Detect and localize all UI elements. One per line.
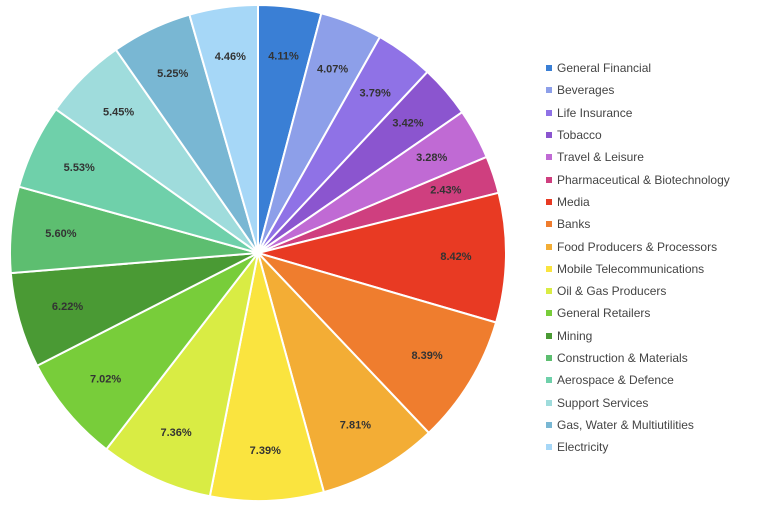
legend-swatch bbox=[546, 109, 552, 116]
legend-item[interactable]: Aerospace & Defence bbox=[546, 369, 730, 391]
legend-label: Gas, Water & Multiutilities bbox=[557, 417, 694, 432]
legend-item[interactable]: Construction & Materials bbox=[546, 347, 730, 369]
pie-slice[interactable] bbox=[254, 251, 498, 435]
legend-swatch bbox=[546, 154, 552, 161]
legend-label: Aerospace & Defence bbox=[557, 373, 674, 388]
slice-data-label: 4.11% bbox=[268, 51, 299, 63]
pie-slice[interactable] bbox=[257, 252, 431, 494]
legend-label: Pharmaceutical & Biotechnology bbox=[557, 172, 730, 187]
legend-item[interactable]: Support Services bbox=[546, 391, 730, 413]
slice-data-label: 7.36% bbox=[160, 427, 191, 439]
slice-data-label: 3.79% bbox=[360, 87, 391, 99]
legend-item[interactable]: Oil & Gas Producers bbox=[546, 280, 730, 302]
slice-data-label: 3.28% bbox=[416, 152, 447, 164]
legend-label: General Retailers bbox=[557, 306, 651, 321]
slice-data-label: 7.39% bbox=[250, 445, 281, 457]
slice-data-label: 8.42% bbox=[440, 251, 471, 263]
pie-data-labels: 4.11% 4.07% 3.79% 3.42% 3.28% 2.43% 8.42% 8.39%… bbox=[45, 51, 471, 457]
legend-item[interactable]: Banks bbox=[546, 213, 730, 235]
slice-data-label: 5.60% bbox=[45, 228, 76, 240]
legend-swatch bbox=[546, 421, 552, 428]
slice-data-label: 3.42% bbox=[392, 118, 423, 130]
legend-label: Mining bbox=[557, 328, 593, 343]
legend-label: Support Services bbox=[557, 395, 649, 410]
legend-label: Life Insurance bbox=[557, 105, 633, 120]
pie-slice[interactable] bbox=[188, 3, 259, 254]
legend-swatch bbox=[546, 355, 552, 361]
pie-slice[interactable] bbox=[104, 252, 259, 498]
slice-data-label: 8.39% bbox=[411, 350, 442, 362]
legend-swatch bbox=[546, 399, 552, 406]
legend-label: Banks bbox=[557, 217, 591, 232]
legend-item[interactable]: Media bbox=[546, 191, 730, 213]
legend-item[interactable]: General Financial bbox=[546, 57, 730, 79]
legend-swatch bbox=[546, 87, 552, 94]
legend-label: Beverages bbox=[557, 83, 615, 98]
legend-label: Travel & Leisure bbox=[557, 150, 644, 165]
legend-swatch bbox=[546, 332, 552, 339]
legend-swatch bbox=[546, 310, 552, 317]
legend-item[interactable]: Life Insurance bbox=[546, 102, 730, 124]
legend-label: Mobile Telecommunications bbox=[557, 261, 705, 276]
slice-data-label: 2.43% bbox=[430, 184, 461, 196]
slice-data-label: 5.53% bbox=[64, 162, 95, 174]
pie-slices bbox=[9, 3, 507, 502]
slice-data-label: 4.46% bbox=[215, 51, 246, 63]
pie-chart: 4.11% 4.07% 3.79% 3.42% 3.28% 2.43% 8.42% 8.39%… bbox=[9, 3, 507, 502]
legend-item[interactable]: Gas, Water & Multiutilities bbox=[546, 414, 730, 436]
legend-swatch bbox=[546, 288, 552, 295]
legend-swatch bbox=[546, 198, 552, 205]
legend-item[interactable]: Beverages bbox=[546, 79, 730, 101]
legend-item[interactable]: Electricity bbox=[546, 436, 730, 458]
slice-data-label: 7.81% bbox=[340, 419, 371, 431]
legend-swatch bbox=[546, 243, 552, 250]
legend-item[interactable]: General Retailers bbox=[546, 302, 730, 324]
pie-slice[interactable] bbox=[254, 191, 507, 324]
legend-item[interactable]: Tobacco bbox=[546, 124, 730, 146]
slice-data-label: 4.07% bbox=[317, 63, 348, 75]
pie-slice[interactable] bbox=[208, 252, 326, 502]
legend-label: Oil & Gas Producers bbox=[557, 284, 667, 299]
legend-label: Tobacco bbox=[557, 128, 602, 143]
legend-item[interactable]: Mining bbox=[546, 325, 730, 347]
legend-swatch bbox=[546, 65, 552, 72]
legend-swatch bbox=[546, 221, 552, 228]
legend-item[interactable]: Mobile Telecommunications bbox=[546, 258, 730, 280]
legend-label: Construction & Materials bbox=[557, 351, 688, 365]
slice-data-label: 5.25% bbox=[157, 68, 188, 80]
slice-data-label: 7.02% bbox=[90, 373, 121, 385]
legend-label: General Financial bbox=[557, 61, 652, 76]
slice-data-label: 5.45% bbox=[103, 106, 134, 118]
legend-swatch bbox=[546, 444, 552, 451]
chart-legend: General Financial Beverages Life Insurance… bbox=[546, 57, 730, 458]
legend-swatch bbox=[546, 132, 552, 139]
legend-label: Media bbox=[557, 194, 590, 209]
legend-item[interactable]: Food Producers & Processors bbox=[546, 235, 730, 257]
pie-slice[interactable] bbox=[35, 252, 259, 451]
legend-label: Electricity bbox=[557, 440, 609, 455]
legend-item[interactable]: Travel & Leisure bbox=[546, 146, 730, 168]
legend-swatch bbox=[546, 265, 552, 272]
legend-label: Food Producers & Processors bbox=[557, 239, 718, 254]
legend-swatch bbox=[546, 377, 552, 384]
slice-data-label: 6.22% bbox=[52, 301, 83, 313]
legend-swatch bbox=[546, 176, 552, 183]
legend-item[interactable]: Pharmaceutical & Biotechnology bbox=[546, 168, 730, 190]
